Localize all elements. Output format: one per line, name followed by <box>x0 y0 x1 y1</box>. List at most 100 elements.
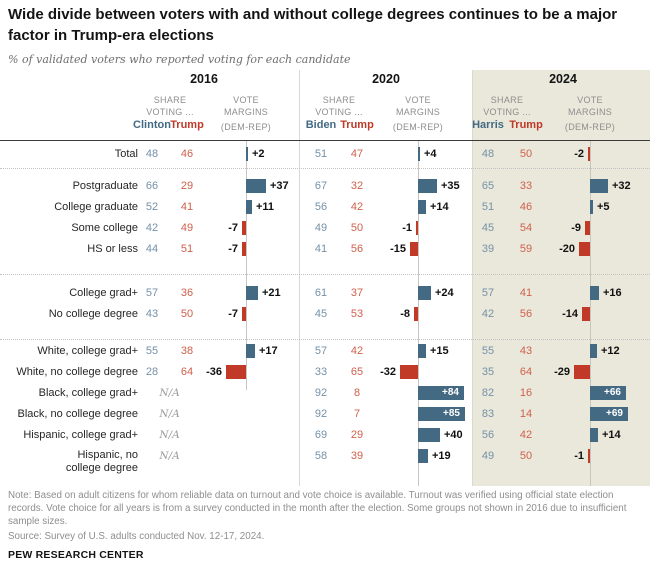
margin-value: +5 <box>597 201 610 213</box>
row-label: Black, college grad+ <box>38 387 138 399</box>
dem-share-value: 58 <box>314 450 328 462</box>
dem-candidate-2020: Biden <box>305 119 337 131</box>
rep-share-value: 49 <box>180 222 194 234</box>
dem-share-value: 83 <box>481 408 495 420</box>
margin-header-line2: MARGINS <box>395 107 441 117</box>
margin-bar <box>246 286 258 300</box>
rep-share-value: 50 <box>180 308 194 320</box>
margin-value: +19 <box>432 450 451 462</box>
rep-share-value: 8 <box>353 387 361 399</box>
margin-bar <box>242 307 246 321</box>
margin-bar <box>590 200 593 214</box>
margin-bar <box>590 344 597 358</box>
rep-share-value: 29 <box>350 429 364 441</box>
row-label: College graduate <box>54 201 138 213</box>
dem-share-value: 82 <box>481 387 495 399</box>
margin-value: +37 <box>270 180 289 192</box>
dem-share-value: 28 <box>145 366 159 378</box>
margin-value: -7 <box>228 243 238 255</box>
share-header-line2: VOTING ... <box>315 107 363 117</box>
year-header-2024: 2024 <box>549 72 577 86</box>
dem-share-value: 33 <box>314 366 328 378</box>
margin-bar <box>590 428 598 442</box>
dem-share-value: 57 <box>314 345 328 357</box>
rep-share-value: 46 <box>519 201 533 213</box>
margin-value: -29 <box>554 366 570 378</box>
panel-divider-2020-2024 <box>472 70 473 486</box>
margin-bar <box>418 147 420 161</box>
note-text: Note: Based on adult citizens for whom r… <box>8 490 627 527</box>
rep-share-value: 14 <box>519 408 533 420</box>
margin-value: -15 <box>390 243 406 255</box>
margin-header-line2: MARGINS <box>223 107 269 117</box>
rep-share-value: 50 <box>350 222 364 234</box>
margin-bar <box>416 221 418 235</box>
margin-bar <box>418 407 465 421</box>
row-label: Some college <box>71 222 138 234</box>
dem-share-value: 69 <box>314 429 328 441</box>
margin-value: +16 <box>603 287 622 299</box>
header-rule <box>0 140 650 141</box>
row-label: Black, no college degree <box>17 408 138 420</box>
margin-bar <box>400 365 418 379</box>
rep-share-value: 56 <box>519 308 533 320</box>
row-label: College grad+ <box>69 287 138 299</box>
dem-share-value: 57 <box>145 287 159 299</box>
margin-value: -20 <box>559 243 575 255</box>
dem-share-value: 39 <box>481 243 495 255</box>
margin-header-line3: (DEM-REP) <box>220 122 272 132</box>
margin-value: +66 <box>604 387 621 398</box>
chart-title: Wide divide between voters with and with… <box>8 6 618 44</box>
row-label: White, college grad+ <box>37 345 138 357</box>
dem-share-value: 42 <box>481 308 495 320</box>
margin-bar <box>246 200 252 214</box>
margin-header-line3: (DEM-REP) <box>392 122 444 132</box>
share-header-line2: VOTING ... <box>146 107 194 117</box>
margin-bar <box>226 365 246 379</box>
footer-brand: PEW RESEARCH CENTER <box>8 549 144 561</box>
margin-value: +4 <box>424 148 437 160</box>
margin-value: +14 <box>430 201 449 213</box>
na-value: N/A <box>159 408 180 420</box>
margin-bar <box>246 344 255 358</box>
margin-bar <box>579 242 590 256</box>
margin-value: +85 <box>443 408 460 419</box>
margin-bar <box>588 147 590 161</box>
margin-axis-2016 <box>246 141 247 390</box>
rep-share-value: 38 <box>180 345 194 357</box>
dem-candidate-2016: Clinton <box>133 119 171 131</box>
dem-share-value: 42 <box>145 222 159 234</box>
dem-share-value: 92 <box>314 408 328 420</box>
rep-share-value: 41 <box>180 201 194 213</box>
dem-share-value: 57 <box>481 287 495 299</box>
year-header-2016: 2016 <box>190 72 218 86</box>
margin-value: -32 <box>380 366 396 378</box>
margin-bar <box>246 179 266 193</box>
dem-share-value: 52 <box>145 201 159 213</box>
rep-share-value: 16 <box>519 387 533 399</box>
dem-share-value: 65 <box>481 180 495 192</box>
margin-value: -1 <box>574 450 584 462</box>
margin-header-line1: VOTE <box>405 95 431 105</box>
dem-share-value: 56 <box>481 429 495 441</box>
margin-bar <box>242 242 246 256</box>
margin-value: +32 <box>612 180 631 192</box>
margin-bar <box>418 344 426 358</box>
margin-bar <box>418 428 440 442</box>
rep-share-value: 53 <box>350 308 364 320</box>
margin-header-line2: MARGINS <box>567 107 613 117</box>
share-header-line2: VOTING ... <box>483 107 531 117</box>
margin-header-line3: (DEM-REP) <box>564 122 616 132</box>
margin-bar <box>582 307 590 321</box>
row-label: HS or less <box>87 243 138 255</box>
rep-candidate-2024: Trump <box>509 119 543 131</box>
rep-candidate-2020: Trump <box>340 119 374 131</box>
dem-share-value: 45 <box>481 222 495 234</box>
dem-share-value: 44 <box>145 243 159 255</box>
margin-value: -7 <box>228 308 238 320</box>
rep-share-value: 54 <box>519 222 533 234</box>
margin-value: -9 <box>571 222 581 234</box>
margin-bar <box>414 307 418 321</box>
year-header-2020: 2020 <box>372 72 400 86</box>
margin-value: +21 <box>262 287 281 299</box>
